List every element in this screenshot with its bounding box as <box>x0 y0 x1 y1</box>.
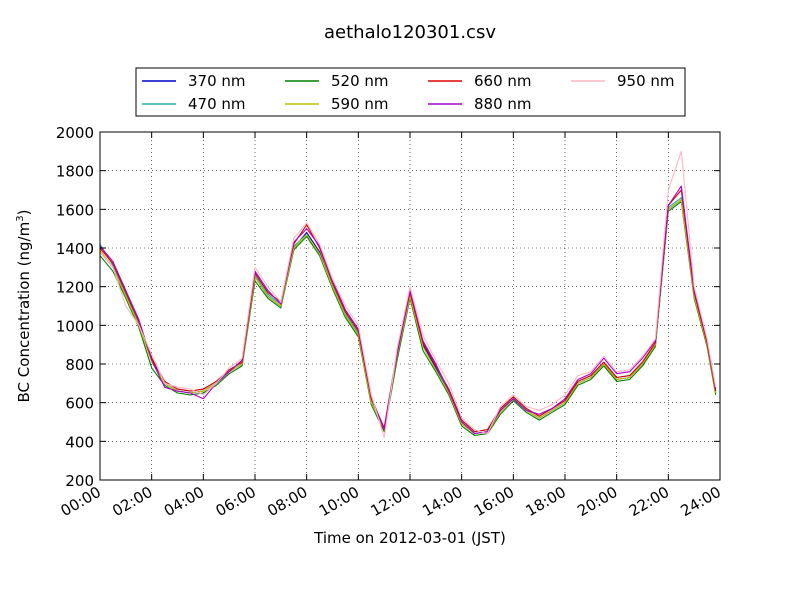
y-tick-label: 600 <box>65 395 94 413</box>
x-tick-label: 02:00 <box>109 483 155 520</box>
x-tick-label: 04:00 <box>161 483 207 520</box>
y-tick-label: 1600 <box>56 201 94 219</box>
series-lines <box>99 150 717 439</box>
legend-label: 950 nm <box>617 72 675 90</box>
y-tick-label: 200 <box>65 472 94 490</box>
y-tick-label: 1800 <box>56 163 94 181</box>
y-tick-label: 1200 <box>56 279 94 297</box>
x-axis: 00:00 02:00 04:00 06:00 08:00 10:00 12:00 14:00… <box>58 132 724 520</box>
x-tick-label: 24:00 <box>678 483 724 520</box>
series-line-470-nm <box>99 197 717 433</box>
x-tick-label: 10:00 <box>316 483 362 520</box>
legend: 370 nm 470 nm 520 nm 590 nm 660 nm 880 nm 950 … <box>135 67 686 117</box>
x-tick-label: 22:00 <box>626 483 672 520</box>
legend-label: 520 nm <box>331 72 389 90</box>
series-line-520-nm <box>99 201 717 437</box>
y-tick-label: 1000 <box>56 317 94 335</box>
x-tick-label: 16:00 <box>471 483 517 520</box>
y-axis: 200 400 600 800 1000 1200 1400 1600 1800 2000 <box>56 124 720 490</box>
y-axis-label-close: ) <box>15 210 33 216</box>
legend-label: 470 nm <box>188 95 246 113</box>
series-line-370-nm <box>99 199 717 435</box>
x-tick-label: 06:00 <box>213 483 259 520</box>
y-axis-label-superscript: 3 <box>15 215 26 221</box>
y-tick-label: 400 <box>65 433 94 451</box>
series-line-950-nm <box>99 150 717 439</box>
y-axis-label: BC Concentration (ng/m3) <box>15 210 33 403</box>
y-tick-label: 2000 <box>56 124 94 142</box>
chart-title: aethalo120301.csv <box>324 22 496 43</box>
x-tick-label: 18:00 <box>523 483 569 520</box>
grid-lines <box>100 132 720 480</box>
legend-label: 370 nm <box>188 72 246 90</box>
legend-label: 880 nm <box>474 95 532 113</box>
x-tick-label: 08:00 <box>264 483 310 520</box>
y-tick-label: 1400 <box>56 240 94 258</box>
y-tick-label: 800 <box>65 356 94 374</box>
legend-label: 660 nm <box>474 72 532 90</box>
x-tick-label: 14:00 <box>419 483 465 520</box>
series-line-880-nm <box>99 185 717 435</box>
legend-label: 590 nm <box>331 95 389 113</box>
x-tick-label: 20:00 <box>574 483 620 520</box>
x-tick-label: 12:00 <box>368 483 414 520</box>
y-axis-label-main: BC Concentration (ng/m <box>15 222 33 403</box>
series-line-590-nm <box>99 199 717 435</box>
legend-box <box>135 67 686 117</box>
x-axis-label: Time on 2012-03-01 (JST) <box>313 529 506 547</box>
